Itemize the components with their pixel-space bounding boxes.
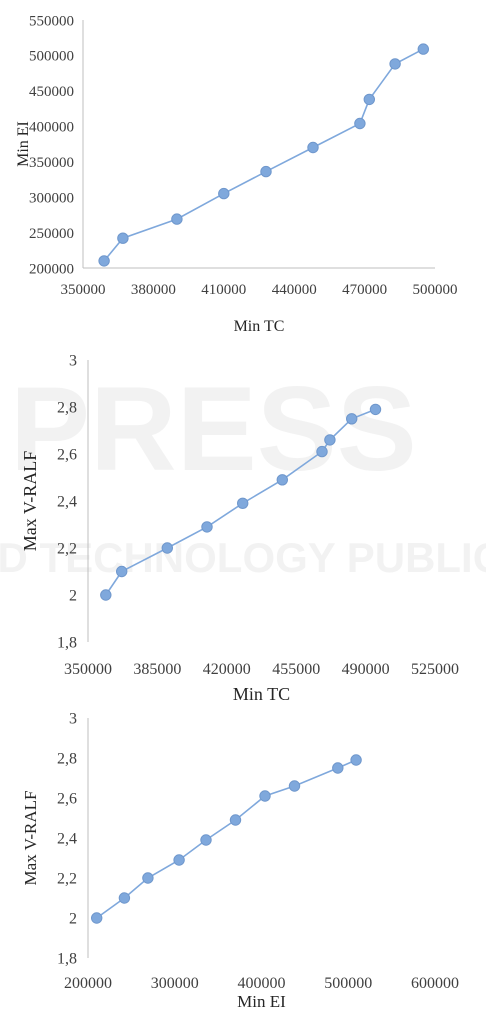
watermark: PRESS SCIENCE AND TECHNOLOGY PUBLICATION… [0, 362, 486, 581]
y-tick-label: 400000 [29, 120, 74, 136]
data-point [307, 141, 319, 154]
y-tick-label: 2,2 [57, 541, 77, 558]
data-point [260, 165, 272, 178]
x-tick-label: 500000 [324, 975, 372, 992]
data-point [316, 445, 328, 458]
y-tick-label: 2,6 [57, 447, 77, 464]
y-axis-title: Max V-RALF [21, 791, 40, 886]
y-tick-label: 2,4 [57, 831, 77, 848]
data-point [332, 762, 344, 774]
y-tick-label: 500000 [29, 49, 74, 65]
y-tick-label: 3 [69, 711, 77, 728]
data-point [91, 912, 103, 924]
x-tick-label: 300000 [151, 975, 199, 992]
y-tick-label: 2 [69, 588, 77, 605]
y-axis-title: Max V-RALF [20, 451, 40, 552]
data-point [161, 542, 174, 554]
data-point [98, 255, 110, 267]
y-axis-title: Min EI [15, 121, 32, 167]
x-tick-label: 525000 [411, 661, 459, 678]
data-point [369, 403, 382, 416]
data-point [346, 413, 358, 425]
watermark-line2: SCIENCE AND TECHNOLOGY PUBLICATIONS [0, 534, 486, 581]
watermark-line1: PRESS [10, 362, 417, 496]
x-tick-label: 350000 [64, 661, 112, 678]
data-point [354, 117, 366, 130]
y-tick-label: 1,8 [57, 635, 77, 652]
y-tick-label: 200000 [29, 261, 74, 277]
x-tick-label: 380000 [131, 282, 176, 298]
data-point [417, 43, 429, 55]
y-tick-label: 3 [69, 353, 77, 370]
data-point [200, 834, 212, 846]
data-point [116, 565, 128, 578]
data-point [117, 232, 129, 244]
y-tick-label: 250000 [29, 226, 74, 242]
series-line [103, 48, 424, 262]
y-tick-label: 1,8 [57, 951, 77, 968]
data-point [288, 780, 301, 792]
x-tick-label: 200000 [64, 975, 112, 992]
data-point [259, 790, 271, 802]
chart-3: 1,8 2 2,2 2,4 2,6 2,8 3 200000 300000 400000 50000… [21, 711, 459, 1011]
y-tick-label: 450000 [29, 84, 74, 100]
data-point [100, 589, 112, 601]
x-tick-label: 400000 [238, 975, 286, 992]
y-tick-label: 2 [69, 911, 77, 928]
x-axis-title: Min TC [233, 684, 290, 704]
y-tick-label: 2,6 [57, 791, 77, 808]
y-tick-label: 550000 [29, 13, 74, 29]
y-tick-label: 300000 [29, 190, 74, 206]
data-point [173, 854, 185, 866]
data-point [324, 434, 336, 446]
x-tick-label: 420000 [203, 661, 251, 678]
x-tick-label: 440000 [272, 282, 317, 298]
y-tick-label: 2,2 [57, 871, 77, 888]
chart-2: 1,8 2 2,2 2,4 2,6 2,8 3 350000 385000 420000 45500… [20, 353, 459, 704]
data-point [201, 521, 213, 533]
data-point [218, 187, 230, 200]
data-point [363, 93, 375, 106]
series-line [105, 408, 376, 596]
data-point [142, 872, 154, 884]
x-tick-label: 470000 [342, 282, 387, 298]
y-tick-label: 2,8 [57, 400, 77, 417]
x-tick-label: 410000 [201, 282, 246, 298]
x-tick-label: 385000 [133, 661, 181, 678]
data-point [237, 497, 249, 509]
data-point [171, 213, 183, 225]
x-tick-label: 500000 [413, 282, 458, 298]
data-point [229, 814, 242, 826]
x-tick-label: 350000 [61, 282, 106, 298]
y-tick-label: 2,8 [57, 751, 77, 768]
data-point [350, 754, 362, 766]
data-point [389, 58, 401, 70]
y-tick-label: 2,4 [57, 494, 77, 511]
x-tick-label: 490000 [342, 661, 390, 678]
data-point [118, 892, 131, 904]
chart-layer: 200000 250000 300000 350000 400000 450000 5000… [15, 13, 459, 1011]
y-tick-label: 350000 [29, 155, 74, 171]
x-axis-title: Min EI [237, 992, 286, 1011]
x-tick-label: 455000 [272, 661, 320, 678]
x-tick-label: 600000 [411, 975, 459, 992]
series-line [96, 759, 357, 919]
chart-1: 200000 250000 300000 350000 400000 450000 5000… [15, 13, 458, 335]
x-axis-title: Min TC [234, 318, 285, 335]
data-point [276, 474, 288, 486]
